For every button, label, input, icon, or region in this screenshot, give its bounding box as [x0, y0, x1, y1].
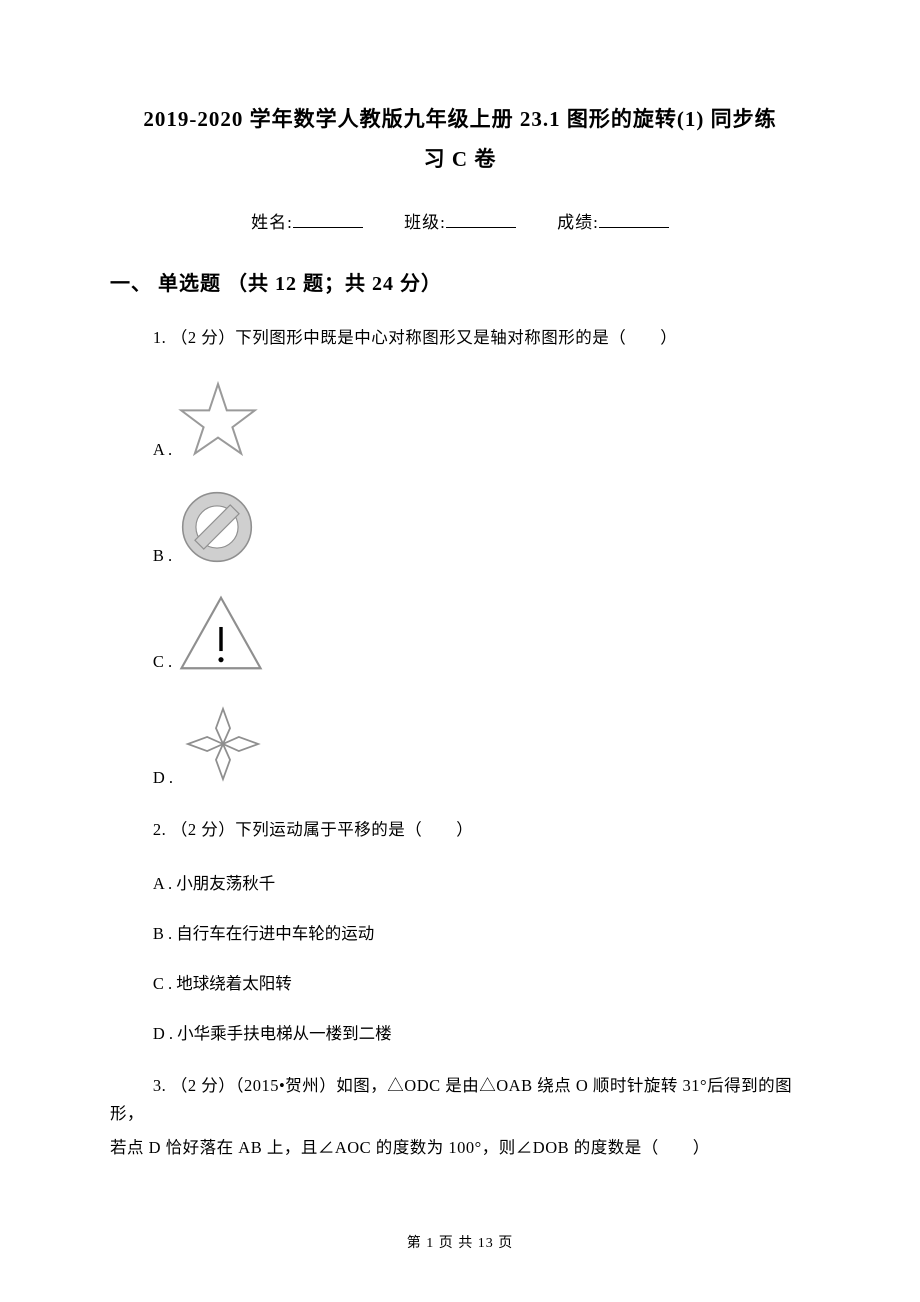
q1-b-label: B . [153, 546, 172, 566]
q1-option-a: A . [110, 380, 810, 460]
warning-triangle-icon [178, 594, 264, 672]
q1-text: 1. （2 分）下列图形中既是中心对称图形又是轴对称图形的是（ ） [110, 324, 810, 352]
q2-option-b: B . 自行车在行进中车轮的运动 [153, 920, 810, 944]
q2-text: 2. （2 分）下列运动属于平移的是（ ） [110, 816, 810, 844]
q1-option-b: B . [110, 488, 810, 566]
q1-c-label: C . [153, 652, 172, 672]
q2-option-c: C . 地球绕着太阳转 [153, 970, 810, 994]
star-icon [178, 380, 258, 460]
page-root: 2019-2020 学年数学人教版九年级上册 23.1 图形的旋转(1) 同步练… [0, 0, 920, 1302]
page-footer: 第 1 页 共 13 页 [0, 1232, 920, 1252]
class-label: 班级: [404, 213, 446, 232]
q3-line2: 若点 D 恰好落在 AB 上，且∠AOC 的度数为 100°，则∠DOB 的度数… [110, 1134, 810, 1162]
no-entry-icon [178, 488, 256, 566]
q2-option-d: D . 小华乘手扶电梯从一楼到二楼 [153, 1020, 810, 1044]
doc-title: 2019-2020 学年数学人教版九年级上册 23.1 图形的旋转(1) 同步练… [110, 100, 810, 180]
name-label: 姓名: [251, 213, 293, 232]
q3-line1: 3. （2 分）（2015•贺州）如图，△ODC 是由△OAB 绕点 O 顺时针… [110, 1072, 810, 1128]
section-1-header: 一、 单选题 （共 12 题；共 24 分） [110, 267, 810, 296]
info-row: 姓名: 班级: 成绩: [110, 208, 810, 233]
name-blank [293, 210, 363, 228]
q1-a-label: A . [153, 440, 172, 460]
score-label: 成绩: [557, 213, 599, 232]
title-line-1: 2019-2020 学年数学人教版九年级上册 23.1 图形的旋转(1) 同步练 [143, 107, 776, 131]
q1-d-label: D . [153, 768, 173, 788]
q1-option-c: C . [110, 594, 810, 672]
q2-option-a: A . 小朋友荡秋千 [153, 870, 810, 894]
score-blank [599, 210, 669, 228]
title-line-2: 习 C 卷 [424, 147, 497, 171]
q1-option-d: D . [110, 700, 810, 788]
class-blank [446, 210, 516, 228]
pinwheel-icon [179, 700, 267, 788]
